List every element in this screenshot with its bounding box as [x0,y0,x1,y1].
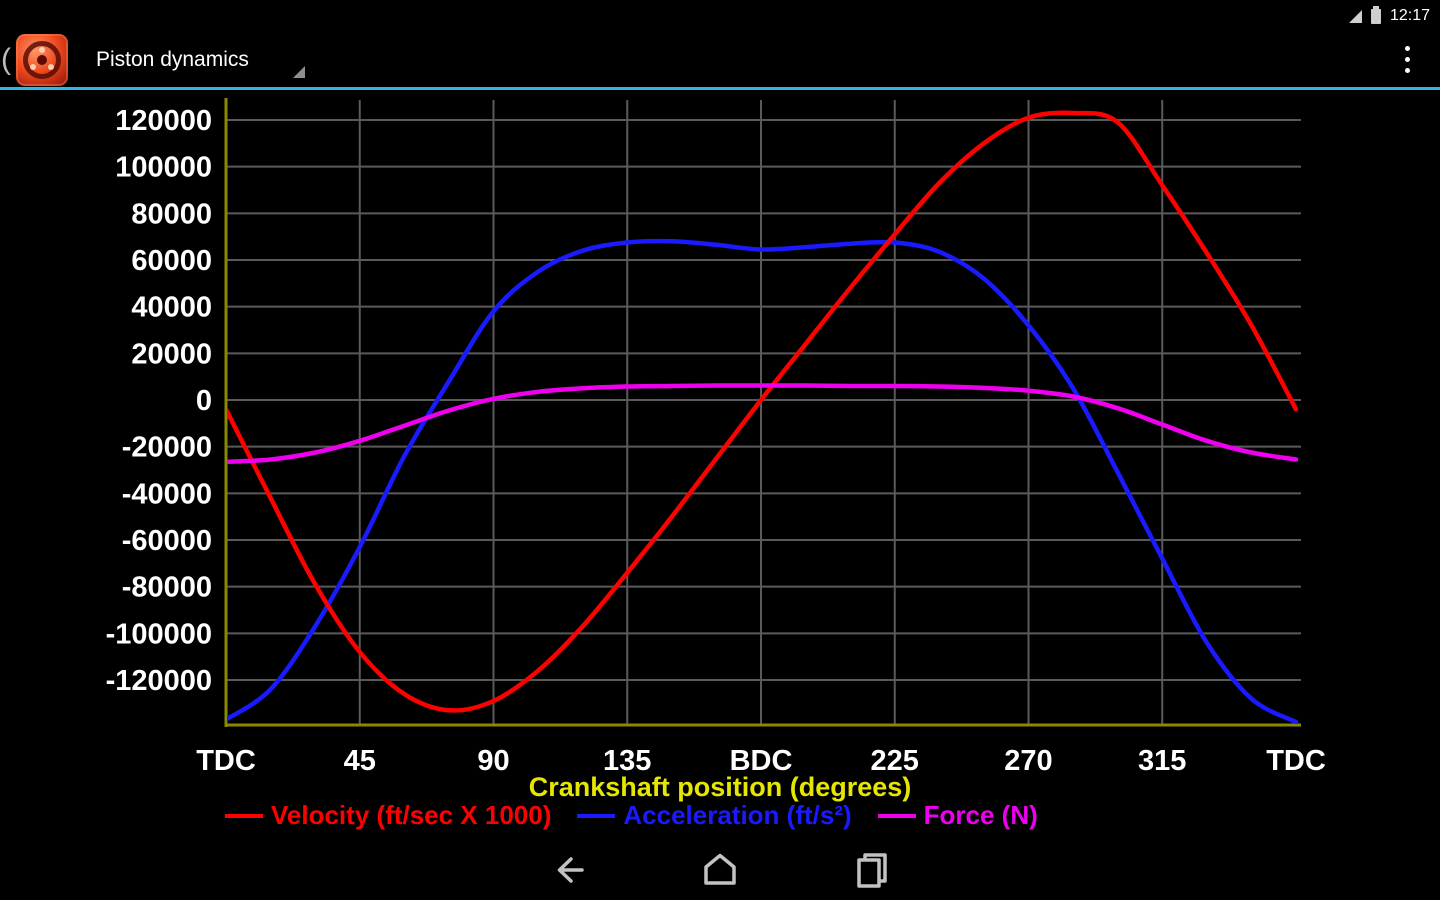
y-tick-label: -100000 [106,618,212,650]
legend: Velocity (ft/sec X 1000) Acceleration (ft… [225,800,1038,831]
navigation-bar [0,840,1440,900]
recents-button[interactable] [848,846,896,894]
x-tick-label: TDC [1266,745,1326,777]
y-tick-label: -60000 [122,525,212,557]
legend-swatch [877,813,916,818]
legend-label: Force (N) [923,800,1038,830]
y-tick-label: 120000 [115,105,212,137]
action-bar: ( Piston dynamics [0,32,1440,90]
overflow-menu-button[interactable] [1397,38,1418,81]
y-tick-label: -80000 [122,572,212,604]
y-tick-label: 80000 [131,198,212,230]
app-icon[interactable] [16,33,68,86]
y-tick-label: -40000 [122,478,212,510]
signal-icon [1348,9,1362,23]
legend-label: Acceleration (ft/s²) [623,800,852,830]
clock-text: 12:17 [1389,7,1430,24]
legend-swatch [577,813,616,818]
series-velocity [227,110,1299,713]
series-acceleration [227,238,1299,724]
spinner-caret-icon [293,66,305,78]
x-tick-label: 225 [871,745,919,777]
overflow-dot [1405,68,1410,73]
series-force [227,383,1299,465]
y-tick-label: 60000 [131,245,212,277]
x-tick-label: 45 [344,745,376,777]
legend-swatch [225,813,263,818]
status-bar: 12:17 [0,0,1440,32]
back-button[interactable] [544,846,592,894]
y-tick-label: 100000 [115,152,212,184]
home-icon [704,853,736,885]
recents-icon [857,853,887,888]
legend-label: Velocity (ft/sec X 1000) [271,800,552,830]
legend-item: Force (N) [877,800,1038,831]
y-tick-label: -120000 [106,665,212,697]
x-axis-title: Crankshaft position (degrees) [528,772,912,802]
x-tick-label: BDC [730,745,793,777]
y-tick-label: -20000 [122,432,212,464]
overflow-dot [1405,46,1410,51]
legend-item: Acceleration (ft/s²) [577,800,852,831]
x-tick-label: TDC [196,745,256,777]
back-icon [557,857,584,883]
x-tick-label: 90 [477,745,509,777]
overflow-dot [1405,57,1410,62]
legend-item: Velocity (ft/sec X 1000) [225,800,551,831]
page-title: Piston dynamics [96,47,249,71]
x-tick-label: 315 [1138,745,1186,777]
y-tick-label: 20000 [131,338,212,370]
y-tick-label: 0 [196,385,212,417]
x-tick-label: 270 [1004,745,1052,777]
home-button[interactable] [696,846,744,894]
y-tick-label: 40000 [131,292,212,324]
title-spinner[interactable]: Piston dynamics [96,32,305,87]
up-caret-icon[interactable]: ( [1,42,11,76]
battery-icon [1370,5,1381,24]
x-tick-label: 135 [603,745,651,777]
